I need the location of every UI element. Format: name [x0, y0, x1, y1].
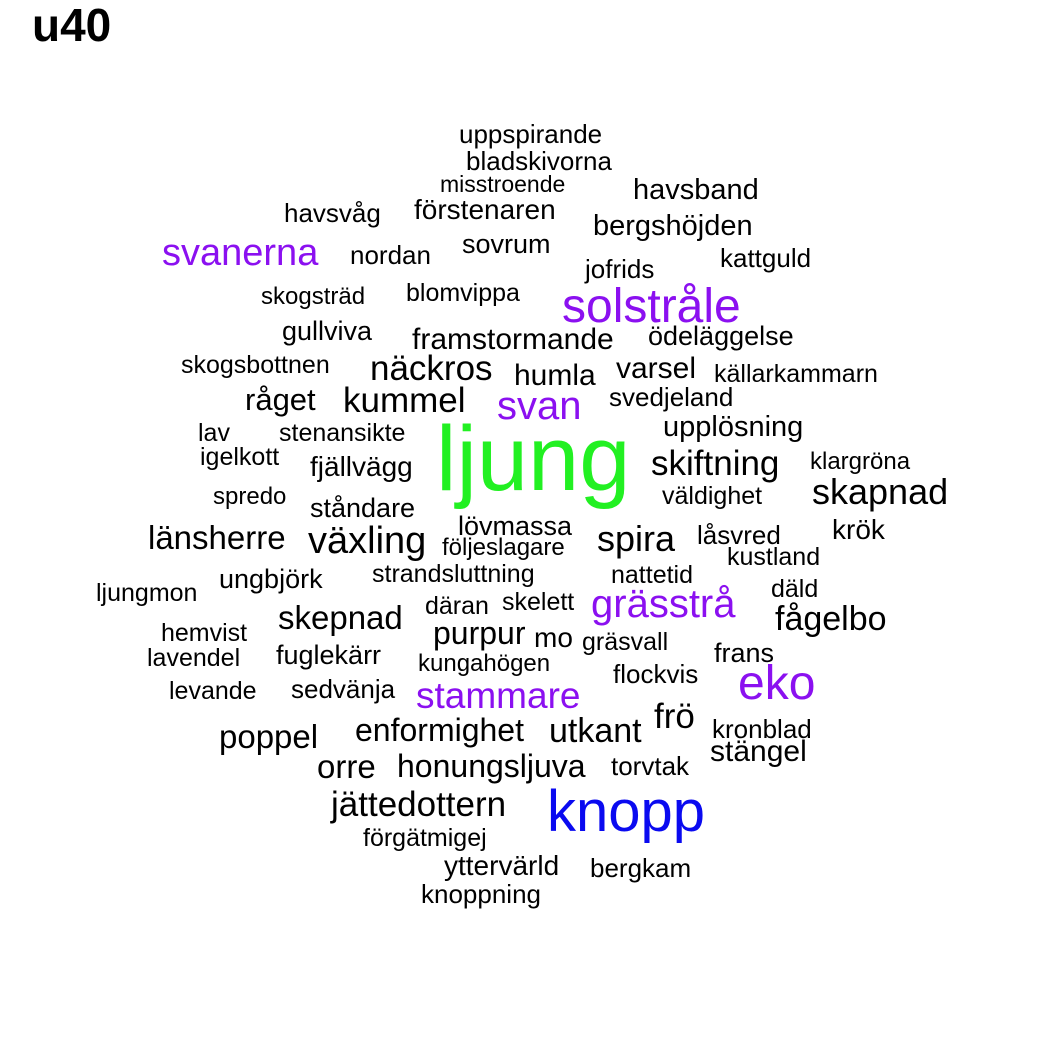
- word-purpur: purpur: [433, 615, 526, 651]
- word-spredo: spredo: [213, 483, 287, 510]
- word-solstrale: solstråle: [562, 280, 741, 333]
- word-havsvag: havsvåg: [284, 198, 381, 228]
- word-knoppning: knoppning: [421, 879, 541, 909]
- word-ljung: ljung: [436, 408, 631, 510]
- word-jattedottern: jättedottern: [331, 785, 507, 824]
- word-torvtak: torvtak: [611, 751, 690, 781]
- word-stangel: stängel: [710, 735, 807, 768]
- word-utkant: utkant: [549, 712, 642, 750]
- word-ungbjork: ungbjörk: [219, 564, 323, 594]
- word-kungahogen: kungahögen: [418, 650, 551, 677]
- word-klargrona: klargröna: [810, 448, 911, 475]
- word-enformighet: enformighet: [355, 712, 524, 748]
- word-fjallvagg: fjällvägg: [310, 451, 413, 482]
- word-poppel: poppel: [219, 718, 319, 755]
- word-nordan: nordan: [350, 240, 431, 270]
- word-foljeslagare: följeslagare: [442, 534, 565, 561]
- word-svan: svan: [497, 384, 582, 428]
- word-igelkott: igelkott: [200, 443, 280, 471]
- word-kattguld: kattguld: [720, 243, 812, 273]
- word-yttervarld: yttervärld: [444, 850, 560, 881]
- word-havsband: havsband: [633, 174, 759, 206]
- word-lansherre: länsherre: [148, 519, 286, 556]
- word-fagelbo: fågelbo: [775, 600, 887, 638]
- word-flockvis: flockvis: [613, 659, 699, 689]
- word-framstormande: framstormande: [412, 323, 614, 356]
- word-odelaggelse: ödeläggelse: [648, 321, 794, 351]
- word-stammare: stammare: [416, 675, 581, 716]
- word-bergkam: bergkam: [590, 853, 692, 883]
- word-stenansikte: stenansikte: [279, 419, 406, 447]
- cloud-title: u40: [32, 0, 112, 51]
- word-vaxling: växling: [308, 520, 427, 562]
- word-levande: levande: [169, 677, 257, 705]
- word-sedvanja: sedvänja: [291, 674, 396, 704]
- word-kustland: kustland: [727, 543, 821, 571]
- word-skiftning: skiftning: [651, 444, 780, 483]
- word-mo: mo: [534, 622, 573, 653]
- word-humla: humla: [514, 359, 596, 392]
- word-bergshojden: bergshöjden: [593, 210, 753, 242]
- word-skelett: skelett: [502, 588, 575, 616]
- word-spira: spira: [597, 518, 676, 559]
- word-upplosning: upplösning: [663, 411, 804, 443]
- word-nackros: näckros: [370, 349, 493, 388]
- word-gullviva: gullviva: [282, 316, 373, 346]
- word-skogsbottnen: skogsbottnen: [181, 351, 330, 379]
- word-strandsluttning: strandsluttning: [372, 560, 535, 588]
- word-orre: orre: [317, 748, 376, 785]
- word-honungsljuva: honungsljuva: [397, 748, 586, 784]
- word-grasvall: gräsvall: [582, 628, 669, 656]
- word-ljungmon: ljungmon: [96, 579, 198, 607]
- word-blomvippa: blomvippa: [406, 279, 520, 307]
- word-dald: däld: [771, 575, 819, 603]
- word-grasstra: grässtrå: [591, 582, 736, 626]
- word-skogstrad: skogsträd: [261, 283, 366, 310]
- word-raget: råget: [245, 382, 316, 417]
- word-bladskivorna: bladskivorna: [466, 146, 612, 176]
- word-varsel: varsel: [616, 352, 697, 385]
- word-forstenaren: förstenaren: [414, 194, 556, 225]
- word-skepnad: skepnad: [278, 599, 403, 636]
- word-valdighet: väldighet: [662, 482, 763, 510]
- word-kummel: kummel: [343, 381, 466, 420]
- word-knopp: knopp: [547, 779, 706, 844]
- word-lav: lav: [198, 419, 230, 447]
- word-kallarkammarn: källarkammarn: [714, 360, 878, 388]
- word-lovmassa: lövmassa: [458, 511, 573, 541]
- word-krok: krök: [832, 514, 885, 545]
- word-frans: frans: [714, 638, 775, 668]
- word-jofrids: jofrids: [585, 254, 655, 284]
- word-uppspirande: uppspirande: [459, 119, 603, 149]
- word-forgatmigej: förgätmigej: [363, 824, 487, 852]
- word-lasvred: låsvred: [697, 520, 781, 550]
- word-eko: eko: [738, 657, 816, 710]
- word-svanerna: svanerna: [162, 232, 319, 274]
- word-svedjeland: svedjeland: [609, 382, 734, 412]
- word-lavendel: lavendel: [147, 644, 241, 672]
- word-skapnad: skapnad: [812, 471, 949, 512]
- word-sovrum: sovrum: [462, 229, 551, 259]
- word-hemvist: hemvist: [161, 619, 248, 647]
- word-fuglekarr: fuglekärr: [276, 640, 382, 670]
- word-daran: däran: [425, 592, 489, 620]
- word-misstroende: misstroende: [440, 171, 566, 197]
- word-nattetid: nattetid: [611, 561, 694, 589]
- word-fro: frö: [654, 697, 695, 736]
- word-standare: ståndare: [310, 493, 416, 523]
- word-kronblad: kronblad: [712, 714, 812, 744]
